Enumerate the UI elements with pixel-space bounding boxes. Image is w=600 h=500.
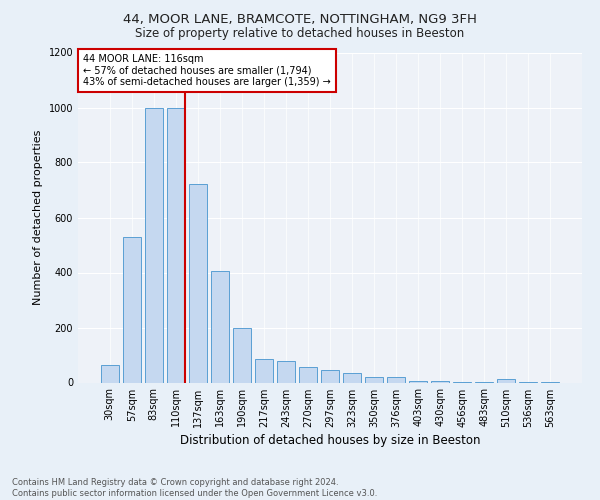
- Bar: [409, 381, 427, 382]
- Bar: [145, 108, 163, 382]
- Bar: [123, 237, 140, 382]
- Text: Size of property relative to detached houses in Beeston: Size of property relative to detached ho…: [136, 28, 464, 40]
- X-axis label: Distribution of detached houses by size in Beeston: Distribution of detached houses by size …: [180, 434, 480, 446]
- Bar: [277, 360, 295, 382]
- Bar: [431, 381, 449, 382]
- Bar: [387, 377, 405, 382]
- Bar: [365, 377, 383, 382]
- Text: 44 MOOR LANE: 116sqm
← 57% of detached houses are smaller (1,794)
43% of semi-de: 44 MOOR LANE: 116sqm ← 57% of detached h…: [83, 54, 331, 88]
- Bar: [189, 184, 206, 382]
- Bar: [497, 379, 515, 382]
- Text: Contains HM Land Registry data © Crown copyright and database right 2024.
Contai: Contains HM Land Registry data © Crown c…: [12, 478, 377, 498]
- Bar: [233, 328, 251, 382]
- Bar: [299, 368, 317, 382]
- Text: 44, MOOR LANE, BRAMCOTE, NOTTINGHAM, NG9 3FH: 44, MOOR LANE, BRAMCOTE, NOTTINGHAM, NG9…: [123, 12, 477, 26]
- Bar: [101, 364, 119, 382]
- Bar: [167, 108, 185, 382]
- Bar: [255, 359, 273, 382]
- Bar: [211, 271, 229, 382]
- Bar: [343, 374, 361, 382]
- Bar: [321, 370, 339, 382]
- Y-axis label: Number of detached properties: Number of detached properties: [33, 130, 43, 305]
